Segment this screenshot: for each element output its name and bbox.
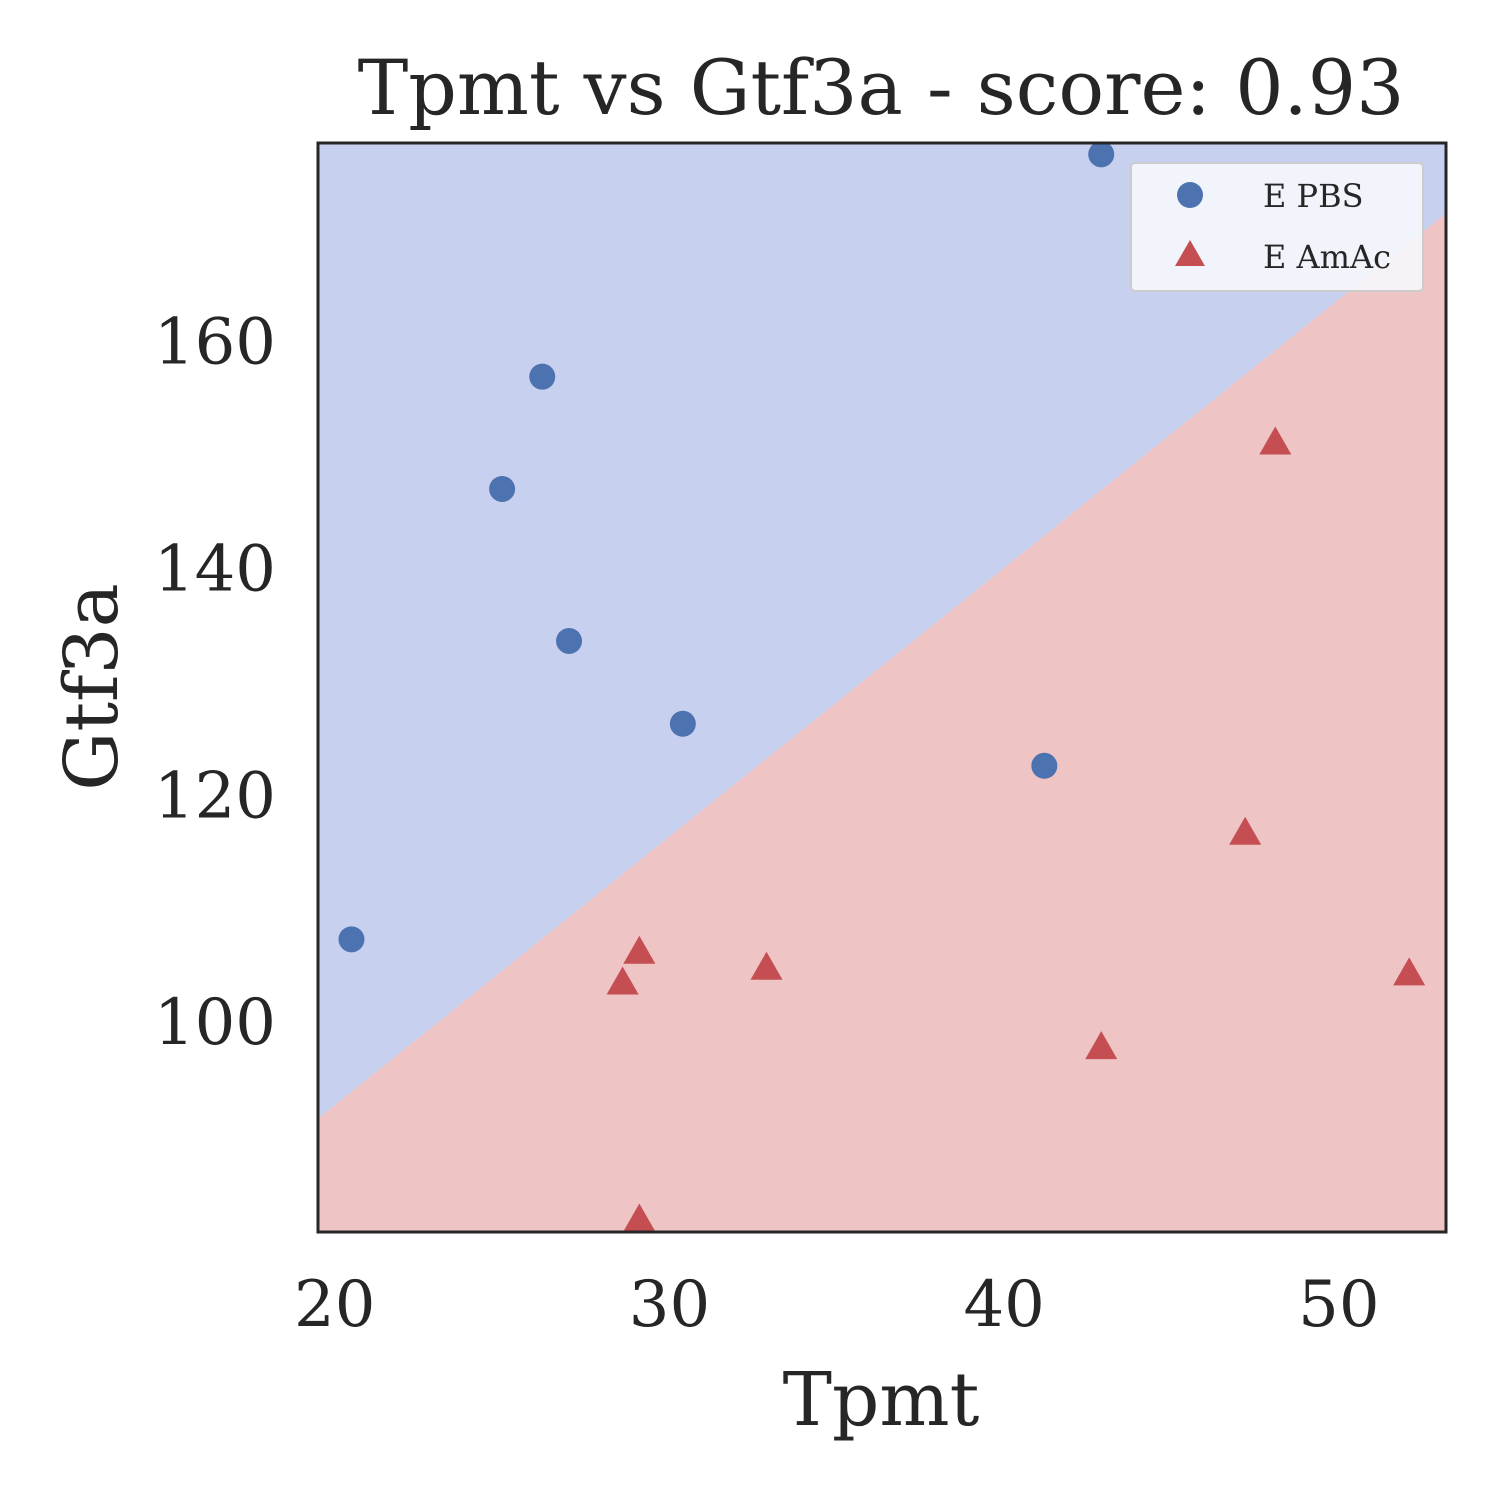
data-point-e-amac [1259, 426, 1292, 455]
y-tick-label: 160 [154, 306, 276, 380]
data-point-e-pbs [669, 710, 696, 737]
x-tick-label: 30 [629, 1268, 710, 1342]
y-tick-label: 100 [154, 986, 276, 1060]
data-point-e-pbs [529, 363, 556, 390]
data-point-e-pbs [1088, 141, 1115, 168]
x-tick-label: 40 [963, 1268, 1044, 1342]
data-point-e-pbs [489, 475, 516, 502]
legend-label-e-amac: E AmAc [1263, 238, 1391, 276]
y-tick-label: 120 [154, 759, 276, 833]
legend: E PBS E AmAc [1130, 162, 1424, 292]
data-point-e-amac [623, 935, 656, 964]
x-tick-label: 20 [294, 1268, 375, 1342]
data-point-e-amac [606, 966, 639, 995]
data-point-e-amac [750, 951, 783, 980]
plot-area [316, 141, 1448, 1234]
legend-label-e-pbs: E PBS [1263, 177, 1364, 215]
y-tick-label: 140 [154, 532, 276, 606]
y-axis-label: Gtf3a [49, 583, 135, 790]
region-below-boundary [318, 213, 1446, 1233]
legend-marker-e-pbs [1177, 182, 1203, 208]
x-tick-label: 50 [1298, 1268, 1379, 1342]
region-above-boundary [318, 143, 1446, 1119]
legend-marker-e-amac [1175, 240, 1205, 266]
x-axis-label: Tpmt [783, 1357, 980, 1443]
data-point-e-pbs [1031, 752, 1058, 779]
data-point-e-amac [1085, 1031, 1118, 1060]
data-point-e-amac [1229, 816, 1262, 845]
plot-frame [316, 141, 1448, 1234]
x-axis-ticks: 20 30 40 50 [294, 1268, 1380, 1342]
data-point-e-pbs [556, 627, 583, 654]
data-markers [338, 141, 1426, 1232]
data-point-e-amac [1393, 957, 1426, 986]
y-axis-ticks: 100 120 140 160 [154, 306, 276, 1061]
chart-title: Tpmt vs Gtf3a - score: 0.93 [358, 43, 1405, 132]
data-point-e-pbs [338, 926, 365, 953]
legend-box [1130, 162, 1424, 292]
data-point-e-amac [623, 1203, 656, 1232]
